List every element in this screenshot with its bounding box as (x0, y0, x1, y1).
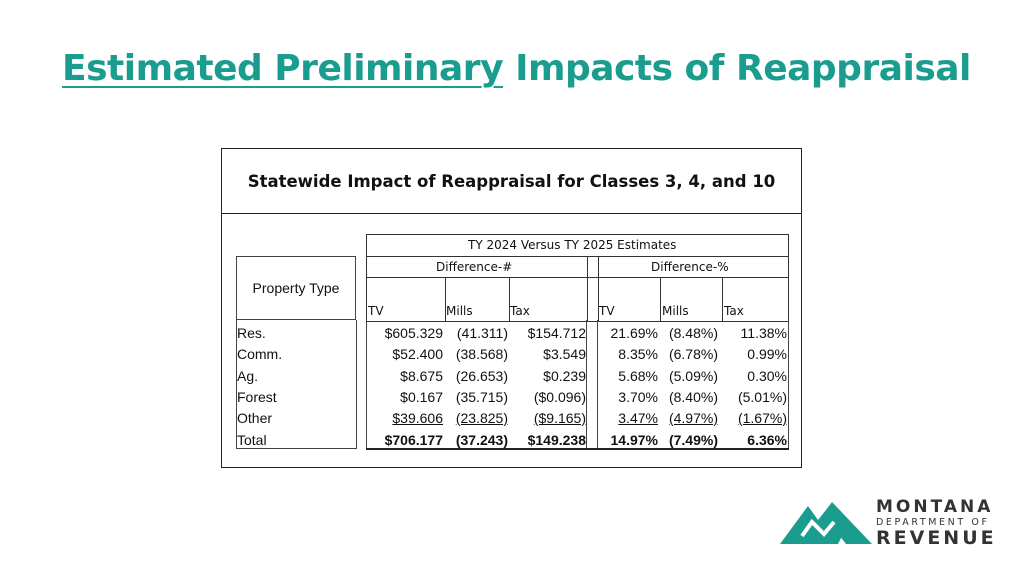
column-header-grid (366, 234, 789, 322)
values-bottom-border (366, 448, 789, 450)
cell-tax: $154.712 (527, 325, 586, 341)
cell-tv: $8.675 (400, 368, 443, 384)
values-right-border (788, 320, 789, 448)
col-header-tv-pct: TV (599, 304, 615, 318)
rowlabel-bottom-border (236, 448, 357, 449)
title-link[interactable]: Estimated Preliminary (62, 48, 504, 89)
cell-tax-pct: (1.67%) (737, 410, 787, 426)
cell-tax-pct: (5.01%) (737, 389, 787, 405)
group-header: TY 2024 Versus TY 2025 Estimates (468, 238, 677, 252)
cell-mills: (41.311) (456, 325, 508, 341)
cell-mills: (23.825) (455, 410, 508, 426)
rowlabel-right-border (356, 320, 357, 448)
cell-mills: (38.568) (455, 346, 508, 362)
cell-tv-pct: 3.47% (618, 410, 658, 426)
mountain-logo-icon (780, 502, 872, 544)
cell-tax-pct: 0.99% (747, 346, 787, 362)
col-header-mills: Mills (446, 304, 473, 318)
cell-mills-pct: (8.48%) (668, 325, 718, 341)
difference-percent-header: Difference-% (651, 260, 729, 274)
cell-tv: $0.167 (400, 389, 443, 405)
col-header-tv: TV (368, 304, 384, 318)
cell-tv-pct: 14.97% (610, 432, 658, 448)
row-label-comm: Comm. (237, 346, 283, 362)
col-header-tax-pct: Tax (724, 304, 744, 318)
row-label-ag: Ag. (237, 368, 259, 384)
cell-mills: (26.653) (455, 368, 508, 384)
cell-tax: $3.549 (543, 346, 586, 362)
cell-tax-pct: 6.36% (747, 432, 787, 448)
row-label-other: Other (237, 410, 273, 426)
cell-mills: (35.715) (455, 389, 508, 405)
row-label-res: Res. (237, 325, 266, 341)
spacer-right-border (597, 320, 598, 448)
cell-mills: (37.243) (455, 432, 508, 448)
cell-mills-pct: (4.97%) (668, 410, 718, 426)
cell-tv: $706.177 (384, 432, 443, 448)
col-header-mills-pct: Mills (662, 304, 689, 318)
cell-mills-pct: (6.78%) (668, 346, 718, 362)
cell-tv-pct: 3.70% (618, 389, 658, 405)
cell-tax: ($0.096) (533, 389, 586, 405)
values-left-border (366, 320, 367, 448)
table-frame: Statewide Impact of Reappraisal for Clas… (221, 148, 802, 468)
cell-tv: $605.329 (384, 325, 443, 341)
brand-line-2: DEPARTMENT OF (876, 517, 990, 528)
rowlabel-left-border (236, 320, 237, 448)
cell-mills-pct: (8.40%) (668, 389, 718, 405)
cell-tv: $39.606 (392, 410, 443, 426)
table-caption: Statewide Impact of Reappraisal for Clas… (222, 149, 801, 214)
cell-tax: $0.239 (543, 368, 586, 384)
cell-tax: $149.238 (527, 432, 586, 448)
cell-mills-pct: (5.09%) (668, 368, 718, 384)
brand-line-1: MONTANA (876, 497, 994, 517)
page-title: Estimated Preliminary Impacts of Reappra… (62, 48, 971, 89)
col-header-tax: Tax (510, 304, 530, 318)
row-label-forest: Forest (237, 389, 277, 405)
cell-tv-pct: 8.35% (618, 346, 658, 362)
cell-mills-pct: (7.49%) (668, 432, 718, 448)
difference-number-header: Difference-# (436, 260, 513, 274)
cell-tax: ($9.165) (533, 410, 586, 426)
title-rest: Impacts of Reappraisal (503, 48, 971, 89)
cell-tv-pct: 21.69% (610, 325, 658, 341)
cell-tv: $52.400 (392, 346, 443, 362)
brand-line-3: REVENUE (876, 527, 997, 549)
cell-tax-pct: 0.30% (747, 368, 787, 384)
row-label-total: Total (237, 432, 267, 448)
spacer-left-border (586, 320, 587, 448)
cell-tv-pct: 5.68% (618, 368, 658, 384)
cell-tax-pct: 11.38% (740, 325, 787, 341)
property-type-header: Property Type (236, 256, 356, 320)
